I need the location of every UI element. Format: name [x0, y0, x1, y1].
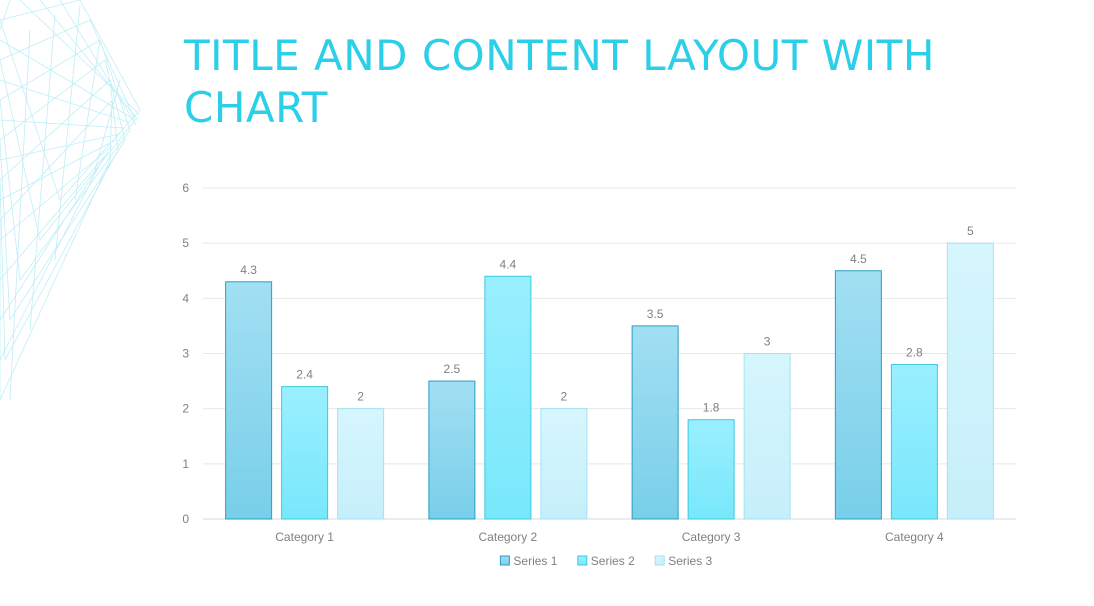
data-label: 5 [967, 224, 974, 238]
y-tick-label: 2 [182, 402, 189, 416]
bar-series-2-category-3 [687, 419, 735, 520]
legend-label: Series 2 [591, 554, 635, 568]
x-tick-label: Category 3 [682, 530, 741, 544]
chart-bars [225, 242, 994, 520]
bar-series-2-category-1 [281, 386, 329, 520]
legend-item: Series 1 [499, 554, 558, 568]
data-label: 2.4 [296, 368, 313, 382]
legend-item: Series 2 [577, 554, 635, 568]
decorative-wireframe-graphic [0, 0, 141, 401]
y-tick-label: 0 [182, 512, 189, 526]
data-label: 4.5 [850, 252, 867, 266]
bar-series-3-category-4 [946, 242, 994, 520]
legend-swatch [499, 555, 510, 566]
data-label: 2 [561, 390, 568, 404]
x-tick-label: Category 1 [275, 530, 334, 544]
bar-series-3-category-3 [743, 353, 791, 520]
x-axis-category-labels: Category 1 Category 2 Category 3 Category 4 [275, 530, 944, 544]
data-label: 2.5 [444, 362, 461, 376]
bar-series-1-category-2 [428, 380, 476, 520]
data-labels: 4.3 2.4 2 2.5 4.4 2 3.5 1.8 3 4.5 2.8 5 [240, 224, 974, 415]
y-tick-label: 4 [182, 291, 189, 305]
bar-series-3-category-2 [540, 408, 588, 520]
bar-series-3-category-1 [337, 408, 385, 520]
data-label: 3.5 [647, 307, 664, 321]
y-axis-tick-labels: 0 1 2 3 4 5 6 [182, 181, 189, 526]
bar-series-1-category-1 [225, 281, 273, 520]
bar-series-2-category-2 [484, 275, 532, 520]
x-tick-label: Category 4 [885, 530, 944, 544]
data-label: 3 [764, 335, 771, 349]
y-tick-label: 5 [182, 236, 189, 250]
data-label: 2.8 [906, 346, 923, 360]
data-label: 2 [357, 390, 364, 404]
data-label: 4.3 [240, 263, 257, 277]
slide-title: TITLE AND CONTENT LAYOUT WITH CHART [184, 31, 935, 132]
legend-swatch [577, 555, 588, 566]
legend-item: Series 3 [654, 554, 713, 568]
y-tick-label: 6 [182, 181, 189, 195]
chart-legend: Series 1 Series 2 Series 3 [499, 554, 713, 568]
legend-swatch [654, 555, 665, 566]
y-tick-label: 1 [182, 457, 189, 471]
data-label: 1.8 [703, 401, 720, 415]
legend-label: Series 1 [513, 554, 557, 568]
x-tick-label: Category 2 [479, 530, 538, 544]
bar-series-1-category-4 [834, 270, 882, 520]
legend-label: Series 3 [668, 554, 712, 568]
y-tick-label: 3 [182, 347, 189, 361]
data-label: 4.4 [500, 257, 517, 271]
bar-series-2-category-4 [890, 364, 938, 520]
bar-series-1-category-3 [631, 325, 679, 520]
